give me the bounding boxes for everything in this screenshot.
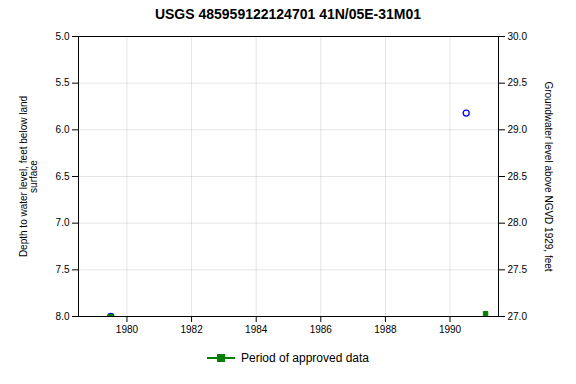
svg-text:8.0: 8.0 [56,311,70,322]
svg-text:7.5: 7.5 [56,264,70,275]
svg-text:5.5: 5.5 [56,77,70,88]
svg-text:29.0: 29.0 [508,124,528,135]
svg-text:28.0: 28.0 [508,217,528,228]
svg-text:6.5: 6.5 [56,171,70,182]
svg-text:1988: 1988 [374,324,397,335]
svg-text:Groundwater level above NGVD 1: Groundwater level above NGVD 1929, feet [543,81,554,271]
svg-text:29.5: 29.5 [508,77,528,88]
svg-text:30.0: 30.0 [508,31,528,42]
svg-text:1986: 1986 [310,324,333,335]
svg-text:7.0: 7.0 [56,217,70,228]
svg-text:1980: 1980 [116,324,139,335]
html-text:USGS 485959122124701 41N/05E-3: USGS 485959122124701 41N/05E-31M01 [154,6,422,22]
svg-text:27.5: 27.5 [508,264,528,275]
svg-text:1982: 1982 [180,324,203,335]
svg-text:27.0: 27.0 [508,311,528,322]
svg-text:1990: 1990 [439,324,462,335]
svg-text:6.0: 6.0 [56,124,70,135]
svg-text:28.5: 28.5 [508,171,528,182]
html-text:Period of approved data: Period of approved data [241,351,369,365]
svg-text:1984: 1984 [245,324,268,335]
svg-text:Depth to water level, feet bel: Depth to water level, feet below landsur… [18,96,39,257]
svg-text:5.0: 5.0 [56,31,70,42]
